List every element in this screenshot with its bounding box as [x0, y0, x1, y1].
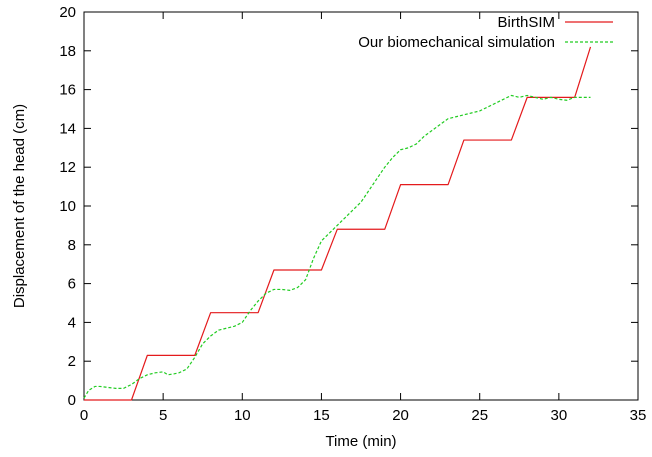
- x-tick-label-3: 15: [313, 407, 330, 424]
- y-tick-label-10: 20: [59, 4, 76, 21]
- y-tick-label-2: 4: [68, 314, 76, 331]
- y-tick-label-3: 6: [68, 276, 76, 293]
- x-tick-label-6: 30: [551, 407, 568, 424]
- x-tick-label-0: 0: [80, 407, 88, 424]
- y-tick-label-8: 16: [59, 82, 76, 99]
- x-tick-label-4: 20: [392, 407, 409, 424]
- x-axis-label: Time (min): [325, 433, 396, 450]
- y-tick-label-4: 8: [68, 237, 76, 254]
- y-tick-label-9: 18: [59, 43, 76, 60]
- series-line-0: [84, 46, 592, 401]
- y-axis-label: Displacement of the head (cm): [11, 104, 28, 308]
- legend-label-1: Our biomechanical simulation: [358, 34, 555, 51]
- x-tick-label-5: 25: [471, 407, 488, 424]
- x-tick-label-7: 35: [630, 407, 647, 424]
- x-tick-label-1: 5: [159, 407, 167, 424]
- series-group: [83, 46, 592, 401]
- y-tick-label-1: 2: [68, 353, 76, 370]
- y-tick-label-6: 12: [59, 159, 76, 176]
- plot-area: [83, 11, 639, 401]
- y-tick-label-5: 10: [59, 198, 76, 215]
- legend: BirthSIM Our biomechanical simulation: [358, 14, 613, 51]
- y-tick-label-0: 0: [68, 392, 76, 409]
- legend-label-0: BirthSIM: [497, 14, 555, 31]
- ticks: 0 5 10 15 20 25 30 35 0 2 4 6 8 10 12 14 16 18 20: [59, 4, 646, 424]
- series-line-1: [83, 94, 591, 399]
- y-tick-label-7: 14: [59, 120, 76, 137]
- x-tick-label-2: 10: [234, 407, 251, 424]
